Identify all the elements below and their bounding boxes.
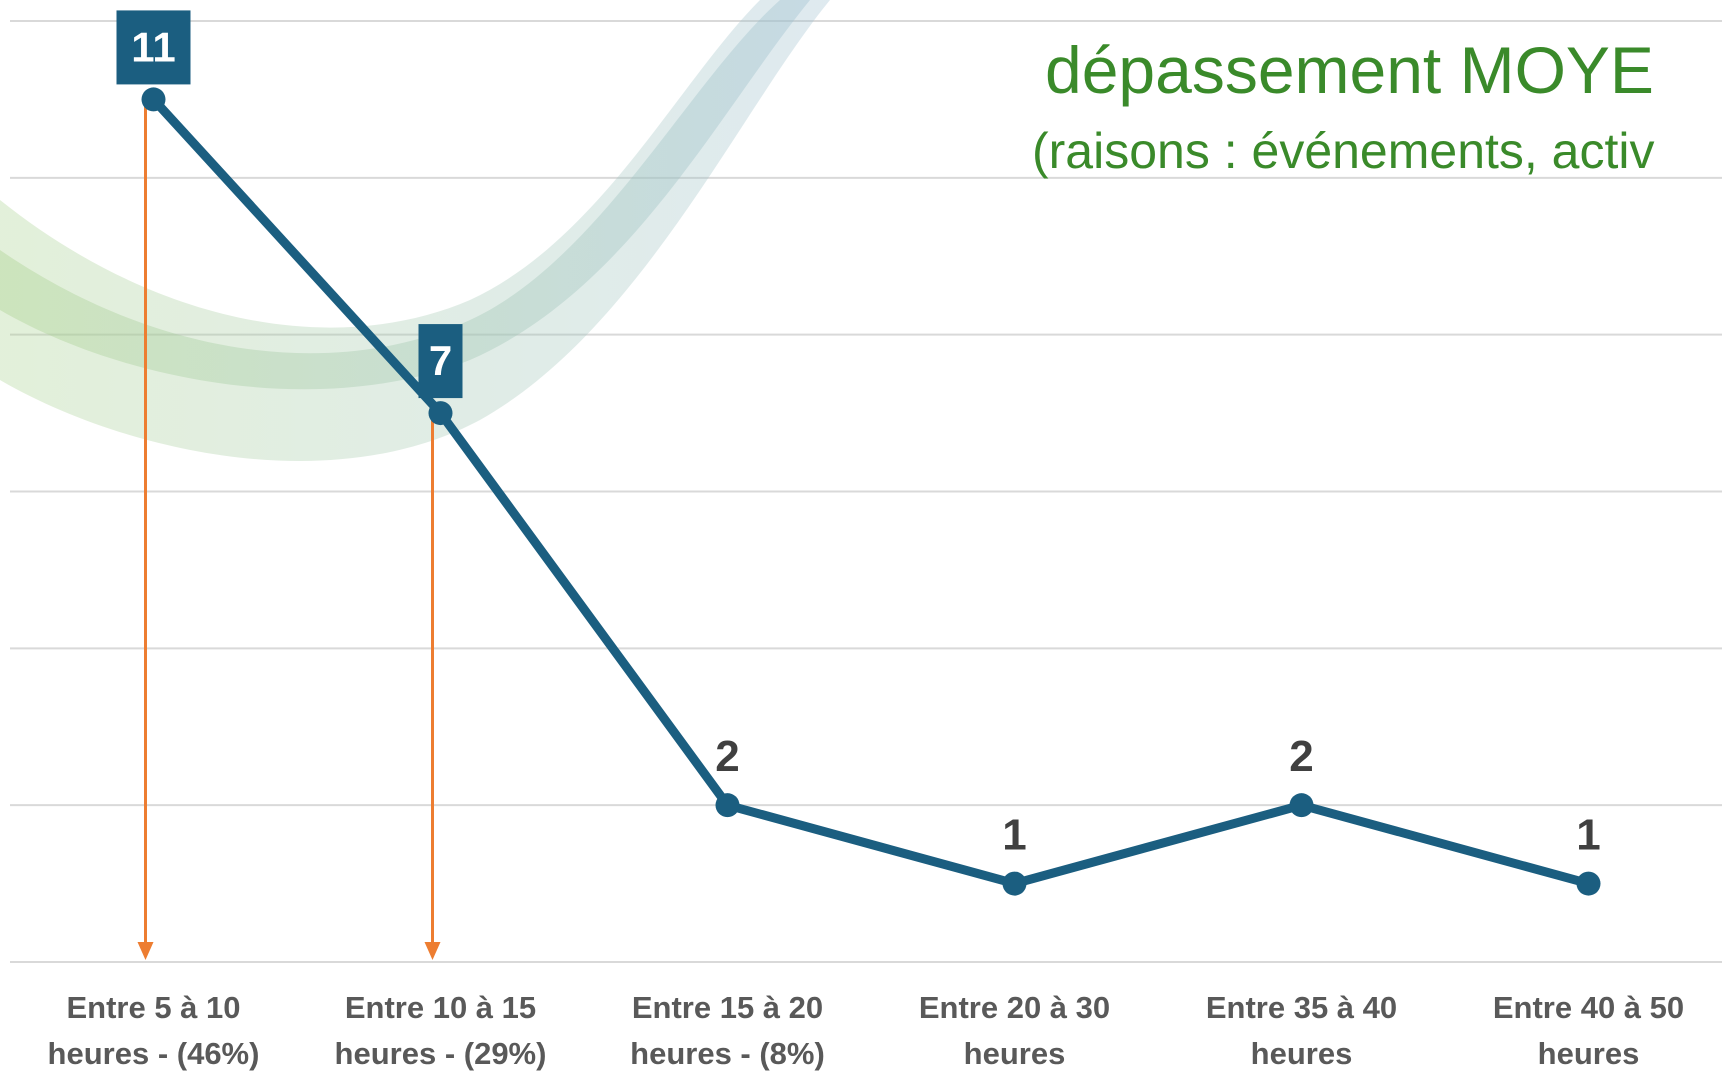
decorative-swoosh — [0, 0, 830, 461]
x-tick-label: Entre 40 à 50 heures — [1492, 990, 1685, 1071]
data-point — [1002, 871, 1027, 896]
data-point — [428, 401, 453, 426]
x-tick-label: Entre 5 à 10 heures - (46%) — [47, 990, 260, 1071]
data-label: 2 — [715, 732, 739, 781]
x-tick-label: Entre 15 à 20 heures - (8%) — [630, 990, 825, 1071]
data-point — [1576, 871, 1601, 896]
data-label: 11 — [131, 23, 175, 70]
data-label: 1 — [1576, 811, 1600, 860]
data-point — [141, 87, 166, 112]
data-line — [150, 96, 1590, 889]
arrow-head — [137, 942, 154, 960]
data-label: 2 — [1289, 732, 1313, 781]
data-label: 1 — [1002, 811, 1026, 860]
chart-subtitle: (raisons : événements, activ — [1032, 123, 1655, 179]
x-tick-label: Entre 10 à 15 heures - (29%) — [334, 990, 547, 1071]
data-label-box — [418, 324, 463, 399]
chart-title: dépassement MOYE — [1045, 33, 1654, 107]
x-tick-label: Entre 35 à 40 heures — [1205, 990, 1398, 1071]
data-point — [715, 793, 740, 818]
x-tick-label: Entre 20 à 30 heures — [918, 990, 1111, 1071]
data-label-box — [116, 10, 191, 85]
data-label: 7 — [429, 337, 452, 384]
arrow-head — [424, 942, 441, 960]
data-point — [1289, 793, 1314, 818]
